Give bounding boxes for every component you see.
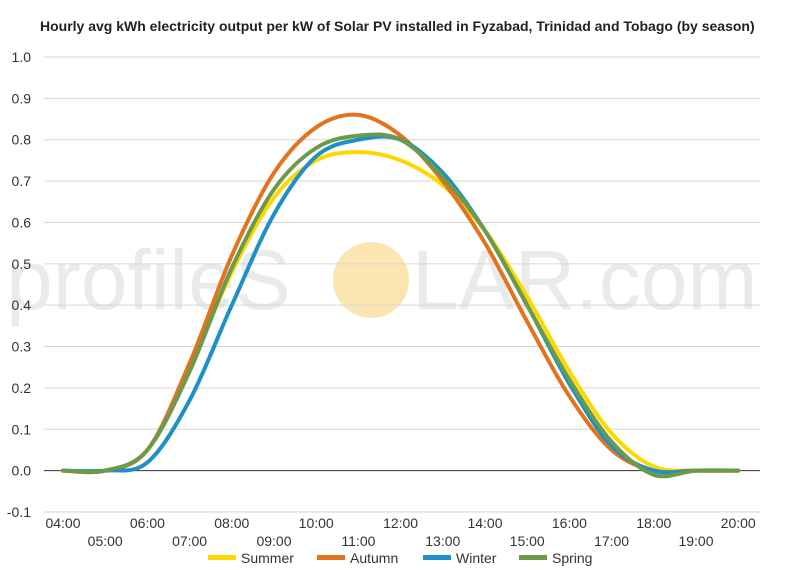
x-tick-label: 11:00 <box>341 533 375 549</box>
watermark-text-right: LAR.com <box>412 233 757 327</box>
x-tick-label: 20:00 <box>721 515 756 531</box>
x-tick-label: 07:00 <box>172 533 207 549</box>
x-tick-label: 13:00 <box>425 533 460 549</box>
x-tick-label: 10:00 <box>299 515 334 531</box>
legend-label-summer: Summer <box>241 550 294 566</box>
y-tick-label: 0.9 <box>12 90 32 106</box>
x-tick-label: 17:00 <box>594 533 629 549</box>
legend: Summer Autumn Winter Spring <box>208 550 592 566</box>
y-tick-label: 0.5 <box>12 256 32 272</box>
y-tick-label: 0.3 <box>12 339 32 355</box>
watermark: profileS LAR.com <box>6 233 757 327</box>
x-tick-label: 12:00 <box>383 515 418 531</box>
x-tick-label: 05:00 <box>88 533 123 549</box>
series-group <box>61 112 741 479</box>
x-axis: 04:00 05:00 06:00 07:00 08:00 09:00 10:00 11:00… <box>45 515 755 549</box>
legend-swatch-winter <box>423 555 451 560</box>
watermark-sun-icon <box>333 242 409 318</box>
y-tick-label: 0.7 <box>12 173 32 189</box>
x-tick-label: 04:00 <box>45 515 80 531</box>
x-tick-label: 08:00 <box>214 515 249 531</box>
series-line-spring <box>61 132 741 479</box>
y-tick-label: 0.1 <box>12 421 32 437</box>
legend-label-spring: Spring <box>552 550 592 566</box>
x-tick-label: 16:00 <box>552 515 587 531</box>
x-tick-label: 06:00 <box>130 515 165 531</box>
y-axis: 1.0 0.9 0.8 0.7 0.6 0.5 0.4 0.3 0.2 0.1 0.0 -0.1 <box>7 49 31 520</box>
x-tick-label: 09:00 <box>256 533 291 549</box>
y-tick-label: 0.6 <box>12 214 32 230</box>
watermark-text-left: profileS <box>6 233 291 327</box>
legend-label-winter: Winter <box>456 550 497 566</box>
y-tick-label: 0.0 <box>12 463 32 479</box>
series-line-autumn <box>61 112 741 475</box>
legend-swatch-summer <box>208 555 236 560</box>
grid <box>44 56 760 513</box>
x-tick-label: 19:00 <box>678 533 713 549</box>
y-tick-label: 0.2 <box>12 380 32 396</box>
x-tick-label: 14:00 <box>467 515 502 531</box>
y-tick-label: 1.0 <box>12 49 32 65</box>
x-tick-label: 15:00 <box>510 533 545 549</box>
legend-swatch-spring <box>519 555 547 560</box>
y-tick-label: 0.4 <box>12 297 32 313</box>
legend-label-autumn: Autumn <box>350 550 398 566</box>
y-tick-label: -0.1 <box>7 504 31 520</box>
x-tick-label: 18:00 <box>636 515 671 531</box>
y-tick-label: 0.8 <box>12 132 32 148</box>
legend-swatch-autumn <box>317 555 345 560</box>
chart-title: Hourly avg kWh electricity output per kW… <box>40 18 755 34</box>
